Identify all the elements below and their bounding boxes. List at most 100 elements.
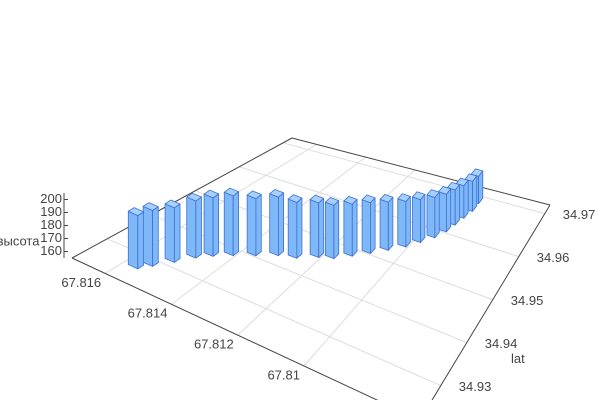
bar-side <box>127 210 139 270</box>
bar-front <box>173 203 181 263</box>
bar-front <box>420 194 426 243</box>
bar-front <box>387 196 394 251</box>
bar-top <box>269 189 285 198</box>
bar <box>361 194 376 254</box>
axis-line <box>291 137 551 206</box>
y-tick-label: 34.93 <box>459 379 492 394</box>
bar-top <box>412 191 426 201</box>
bar <box>223 187 240 257</box>
bar <box>379 194 394 251</box>
bar-top <box>455 177 469 187</box>
grid-line <box>171 156 367 305</box>
axis-line <box>431 204 551 400</box>
bar-top <box>142 202 159 211</box>
bar <box>269 189 285 257</box>
bar-top <box>309 194 325 204</box>
bar <box>343 195 358 257</box>
y-tick-label: 34.97 <box>563 207 596 222</box>
bar-front <box>296 197 303 259</box>
bar-top <box>186 192 202 202</box>
bar-side <box>361 199 371 254</box>
bar <box>287 194 303 259</box>
bar-front <box>137 211 145 270</box>
y-tick-label: 34.94 <box>485 336 518 351</box>
bar-front <box>370 197 376 254</box>
x-tick-label: 67.814 <box>128 306 168 321</box>
y-tick-label: 34.95 <box>511 293 544 308</box>
bar-side <box>164 203 175 263</box>
bar-side <box>324 201 335 260</box>
bar-side <box>438 191 447 233</box>
bar-front <box>277 192 285 257</box>
bar-top <box>246 190 262 200</box>
bar-top <box>447 181 460 191</box>
bar-front <box>405 196 411 248</box>
z-tick-label: 180 <box>40 217 62 232</box>
grid-line <box>239 166 519 258</box>
x-tick-label: 67.816 <box>61 275 101 290</box>
bar-front <box>454 184 460 226</box>
bar-top <box>324 197 340 206</box>
bar-top <box>397 193 411 202</box>
bar-front <box>472 175 478 212</box>
x-tick-label: 67.81 <box>267 367 300 382</box>
bar-top <box>438 186 452 195</box>
z-tick-label: 190 <box>40 204 62 219</box>
z-tick-label: 170 <box>40 230 62 245</box>
bar <box>324 197 340 260</box>
bar-side <box>343 200 353 257</box>
bar <box>164 199 181 263</box>
bar-side <box>309 199 320 258</box>
bar-side <box>203 193 214 257</box>
z-tick-label: 160 <box>40 243 62 258</box>
bar-side <box>269 193 279 257</box>
bar <box>438 186 452 233</box>
bar-side <box>142 205 153 267</box>
axis-line <box>71 137 293 259</box>
bar <box>203 189 220 257</box>
bar-front <box>333 200 340 260</box>
bar-front <box>434 191 440 239</box>
bar-side <box>186 196 197 259</box>
bar-side <box>223 191 234 257</box>
bar-top <box>343 195 358 205</box>
bar <box>309 194 325 258</box>
x-tick-label: 67.812 <box>194 337 234 352</box>
bar-top <box>426 189 440 198</box>
bar-side <box>412 196 421 243</box>
bar-top <box>223 187 240 197</box>
bar-front <box>463 179 469 219</box>
bar-side <box>426 194 436 239</box>
bar-side <box>246 194 257 257</box>
bar <box>186 192 202 259</box>
bar-front <box>318 197 325 258</box>
bar-front <box>152 206 159 267</box>
bar-side <box>287 198 298 259</box>
bar <box>397 193 411 248</box>
bar-top <box>379 194 394 203</box>
bar-side <box>379 198 389 251</box>
bar-front <box>232 191 240 257</box>
bar-top <box>361 194 376 204</box>
bar-front <box>212 193 220 257</box>
bar-top <box>203 189 220 199</box>
bar-side <box>397 198 407 248</box>
bar-front <box>195 196 202 259</box>
y-axis-title: lat <box>511 351 525 366</box>
z-tick-label: 200 <box>40 191 62 206</box>
grid-line <box>106 238 442 387</box>
bar <box>246 190 262 257</box>
bar <box>142 202 159 267</box>
bar-top <box>287 194 303 203</box>
grid-line <box>283 142 545 215</box>
z-axis-title: высота <box>0 233 40 248</box>
bar <box>426 189 440 239</box>
bar-top <box>464 173 478 182</box>
bar-front <box>446 188 452 233</box>
axis-line <box>71 257 379 400</box>
bar-top <box>164 199 181 209</box>
bar-front <box>351 198 358 257</box>
bar-front <box>255 194 262 257</box>
